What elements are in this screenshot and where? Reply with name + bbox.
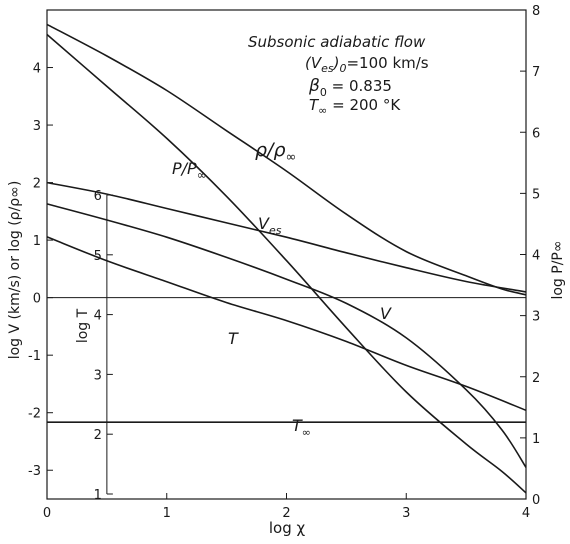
y-right-tick-label-7: 7 [532, 65, 540, 80]
y-axis-title-left: log V (km/s) or log (ρ/ρ∞) [7, 181, 23, 360]
series-line-rho [46, 23, 527, 296]
y-axis-title-inner: log T [75, 308, 91, 343]
annotation-beta0: β0 = 0.835 [308, 76, 392, 99]
x-tick-label-0: 0 [43, 506, 51, 521]
y-left-tick-label-4: 1 [33, 234, 41, 249]
x-tick-label-4: 4 [522, 506, 530, 521]
y-right-tick-label-8: 8 [532, 4, 540, 19]
y-right-tick-label-5: 5 [532, 187, 540, 202]
series-line-v [46, 203, 527, 468]
x-tick-label-1: 1 [163, 506, 171, 521]
series-label-t: T [228, 329, 239, 348]
y-inner-tick-label-2: 3 [94, 368, 102, 383]
y-right-tick-label-6: 6 [532, 126, 540, 141]
data-curves [46, 23, 527, 494]
plot-frame [46, 9, 527, 500]
x-tick-label-2: 2 [282, 506, 290, 521]
annotation-ves0: (Ves)0=100 km/s [305, 54, 429, 75]
series-line-pressure [46, 33, 527, 494]
tick-marks [46, 9, 527, 500]
series-label-v: V [380, 304, 392, 323]
series-line-ves [46, 181, 527, 293]
annotation-block: Subsonic adiabatic flow (Ves)0=100 km/s … [248, 33, 429, 117]
series-line-t [46, 236, 527, 412]
x-axis-title: log χ [269, 519, 306, 537]
y-inner-tick-label-3: 4 [94, 309, 102, 324]
y-left-tick-label-6: 3 [33, 119, 41, 134]
y-right-tick-label-4: 4 [532, 249, 540, 264]
series-label-ves: Ves [258, 214, 282, 237]
y-left-tick-label-5: 2 [33, 177, 41, 192]
y-inner-tick-label-5: 6 [94, 189, 102, 204]
y-right-tick-label-2: 2 [532, 371, 540, 386]
y-inner-tick-label-0: 1 [94, 488, 102, 503]
y-left-tick-label-0: -3 [28, 464, 41, 479]
series-label-p: P/P∞ [172, 159, 207, 182]
series-label-t-inf: T∞ [292, 416, 311, 439]
y-left-tick-label-2: -1 [28, 349, 41, 364]
annotation-title: Subsonic adiabatic flow [248, 33, 426, 51]
y-left-tick-label-3: 0 [33, 292, 41, 307]
y-right-tick-label-1: 1 [532, 432, 540, 447]
series-label-rho: ρ/ρ∞ [255, 139, 296, 165]
y-left-tick-label-1: -2 [28, 407, 41, 422]
x-tick-label-3: 3 [402, 506, 410, 521]
y-left-tick-label-7: 4 [33, 62, 41, 77]
y-inner-tick-label-1: 2 [94, 428, 102, 443]
y-right-tick-label-3: 3 [532, 310, 540, 325]
y-inner-tick-label-4: 5 [94, 249, 102, 264]
y-right-tick-label-0: 0 [532, 493, 540, 508]
annotation-tinf: T∞ = 200 °K [309, 96, 401, 117]
y-axis-title-right: log P/P∞ [550, 240, 566, 299]
